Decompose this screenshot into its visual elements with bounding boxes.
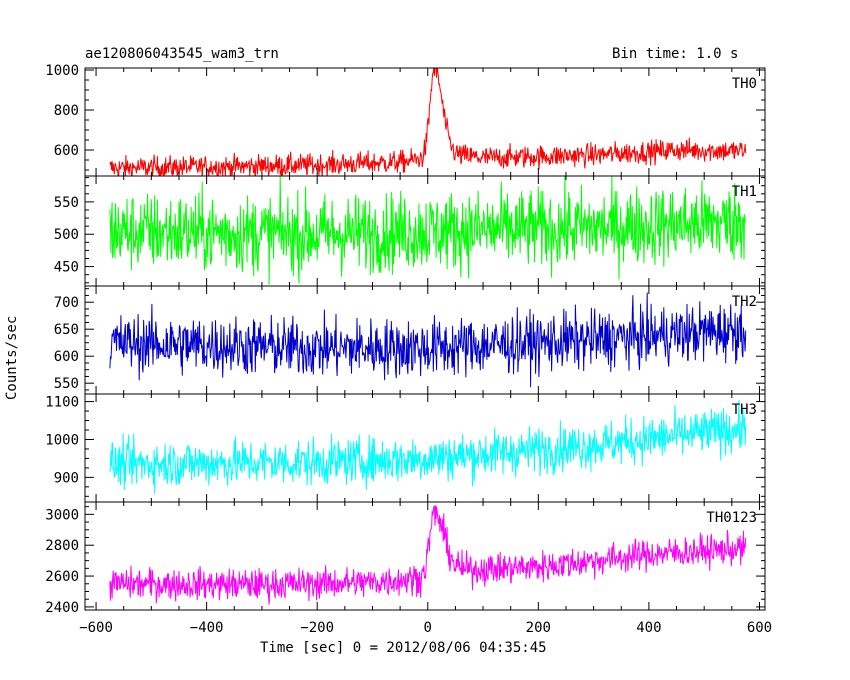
y-tick-label: 600	[54, 143, 79, 159]
y-tick-label: 2400	[45, 600, 79, 616]
y-tick-label: 600	[54, 349, 79, 365]
panel-label-th1: TH1	[732, 184, 757, 200]
y-tick-label: 1000	[45, 63, 79, 79]
y-tick-label: 1000	[45, 432, 79, 448]
panel-label-th3: TH3	[732, 402, 757, 418]
panel-label-th0123: TH0123	[706, 510, 757, 526]
y-tick-label: 2600	[45, 569, 79, 585]
x-tick-label: −600	[79, 620, 113, 636]
y-axis-label: Counts/sec	[4, 315, 20, 400]
y-tick-label: 1100	[45, 395, 79, 411]
bin-time-label: Bin time: 1.0 s	[612, 46, 739, 62]
series-line-th2	[109, 292, 747, 388]
panel-frame-th0123	[84, 501, 766, 611]
series-line-th0	[109, 68, 747, 176]
y-tick-label: 900	[54, 470, 79, 486]
x-axis-label: Time [sec] 0 = 2012/08/06 04:35:45	[260, 640, 547, 656]
y-tick-label: 800	[54, 103, 79, 119]
y-tick-label: 700	[54, 295, 79, 311]
x-tick-label: −200	[300, 620, 334, 636]
y-tick-label: 550	[54, 195, 79, 211]
y-tick-label: 550	[54, 376, 79, 392]
panel-frame-th0	[84, 67, 766, 177]
y-tick-label: 2800	[45, 538, 79, 554]
x-tick-label: −400	[190, 620, 224, 636]
series-line-th0123	[109, 505, 747, 605]
y-tick-label: 450	[54, 260, 79, 276]
chart-title: ae120806043545_wam3_trn	[85, 46, 279, 62]
y-tick-label: 3000	[45, 507, 79, 523]
series-line-th3	[109, 399, 747, 495]
x-tick-label: 200	[526, 620, 551, 636]
series-line-th1	[109, 176, 747, 285]
y-tick-label: 650	[54, 322, 79, 338]
x-tick-label: 400	[636, 620, 661, 636]
x-tick-label: 0	[424, 620, 432, 636]
x-tick-label: 600	[747, 620, 772, 636]
panel-label-th2: TH2	[732, 294, 757, 310]
y-tick-label: 500	[54, 227, 79, 243]
panel-label-th0: TH0	[732, 76, 757, 92]
